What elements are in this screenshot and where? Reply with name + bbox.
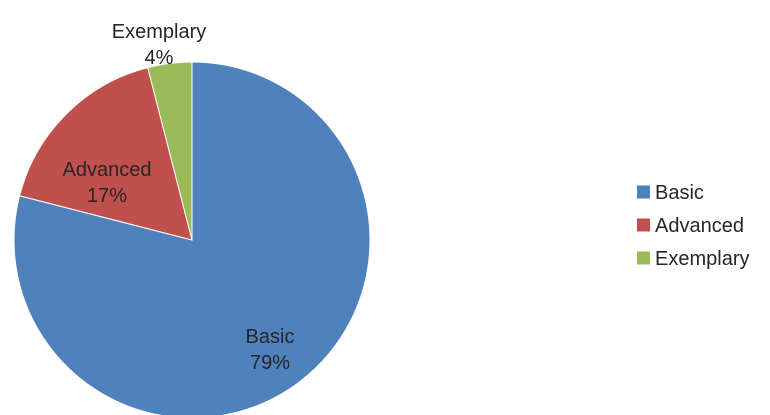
slice-label-category-basic: Basic bbox=[246, 326, 295, 348]
legend-label-advanced: Advanced bbox=[655, 215, 744, 237]
slice-label-category-exemplary: Exemplary bbox=[112, 21, 206, 43]
pie-slice-basic bbox=[13, 61, 371, 415]
slice-label-category-advanced: Advanced bbox=[63, 159, 152, 181]
pie-slices bbox=[13, 61, 371, 415]
legend-swatch-exemplary bbox=[637, 251, 650, 265]
slice-label-percent-exemplary: 4% bbox=[145, 47, 174, 69]
legend-swatch-basic bbox=[637, 185, 650, 199]
pie-slice-advanced bbox=[18, 66, 193, 241]
slice-label-percent-basic: 79% bbox=[250, 352, 290, 374]
slice-label-percent-advanced: 17% bbox=[87, 185, 127, 207]
pie-slice-labels: Basic 79% Advanced 17% Exemplary 4% bbox=[63, 21, 295, 374]
pie-slice-exemplary bbox=[147, 61, 193, 241]
legend: Basic Advanced Exemplary bbox=[637, 182, 749, 270]
legend-label-exemplary: Exemplary bbox=[655, 248, 749, 270]
legend-label-basic: Basic bbox=[655, 182, 704, 204]
legend-swatch-advanced bbox=[637, 218, 650, 232]
